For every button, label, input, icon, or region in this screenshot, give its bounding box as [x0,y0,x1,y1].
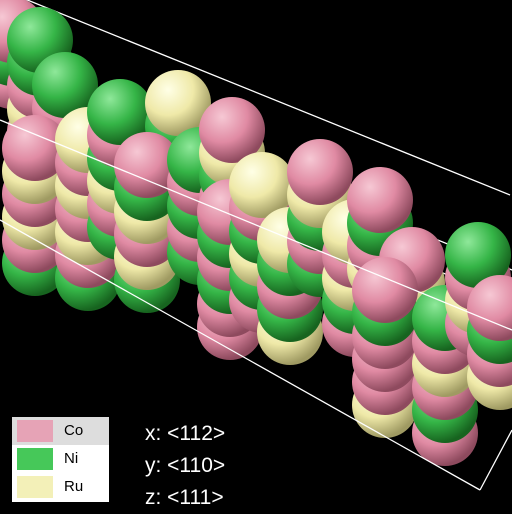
co-atom [287,139,353,205]
legend-label-ni: Ni [64,450,79,467]
ru-atom [229,152,295,218]
box-edge [25,0,511,196]
ni-atom [445,222,511,288]
box-edge [0,219,481,491]
co-atom [352,257,418,323]
ru-swatch [17,476,53,498]
ru-atom [145,70,211,136]
box-edge [0,119,512,331]
simulation-box-front [0,119,512,491]
legend-item-ni: Ni [12,445,109,473]
co-atom [2,115,68,181]
x-axis-label: x: <112> [145,422,226,445]
z-axis-label: z: <111> [145,486,224,509]
co-swatch [17,420,53,442]
ni-atom [32,52,98,118]
co-atom [199,97,265,163]
legend-label-ru: Ru [64,478,84,495]
atoms [0,0,512,466]
y-axis-label: y: <110> [145,454,226,477]
axis-orientation: x: <112> y: <110> z: <111> [145,418,225,514]
element-legend: Co Ni Ru [12,417,109,502]
legend-item-ru: Ru [12,473,109,501]
legend-label-co: Co [64,422,84,439]
box-edge [479,429,512,491]
legend-item-co: Co [12,417,109,445]
ni-swatch [17,448,53,470]
ni-atom [87,79,153,145]
co-atom [347,167,413,233]
co-atom [114,132,180,198]
co-atom [467,275,512,341]
